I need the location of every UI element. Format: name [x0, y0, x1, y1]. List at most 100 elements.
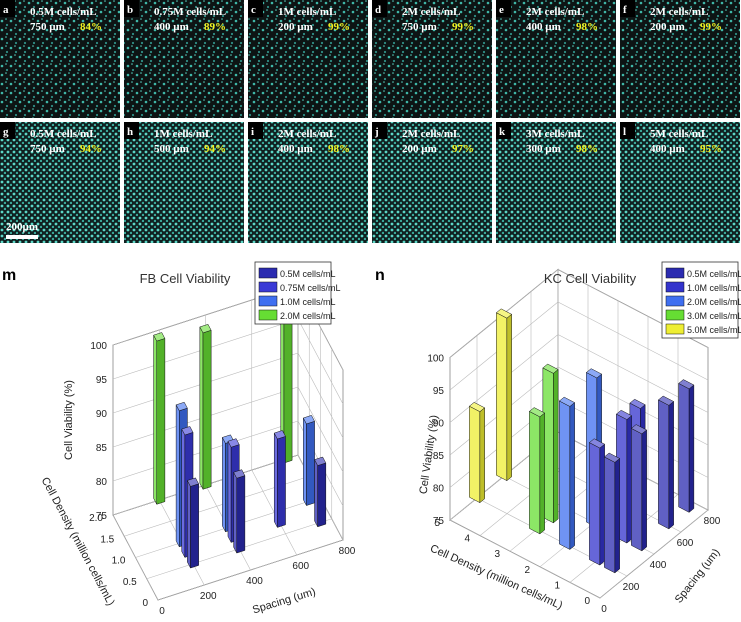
bar-side	[658, 399, 670, 530]
bar-side	[469, 405, 481, 504]
panel-letter: l	[623, 126, 626, 138]
viability-text: 98%	[328, 143, 350, 155]
bar-top	[542, 363, 559, 374]
y-tick-label: 0	[584, 596, 590, 607]
y-tick-label: 0.5	[123, 577, 137, 588]
bar-side	[233, 472, 238, 554]
bar-top	[314, 456, 327, 466]
bar-top	[153, 332, 166, 342]
bar3d-chart: 75 80 85 90 95 100 0 200 400 600 800 0 0.5 1.0 1.5 2.0 m…	[2, 261, 356, 617]
viability-text: 94%	[204, 143, 226, 155]
letter-box	[248, 122, 263, 139]
letter-box	[372, 122, 387, 139]
bar-top	[657, 395, 675, 406]
letter-box	[248, 0, 263, 17]
bar	[153, 332, 166, 505]
x-axis-label: Spacing (um)	[251, 586, 317, 617]
bar-side	[631, 427, 643, 552]
micrograph	[620, 0, 740, 118]
micrograph	[496, 0, 616, 118]
bar-side	[187, 480, 191, 569]
density-text: 5M cells/mL	[650, 128, 708, 140]
bar-front	[190, 483, 199, 569]
bar-top	[233, 469, 246, 479]
legend-label: 2.0M cells/mL	[280, 311, 336, 321]
legend-label: 1.0M cells/mL	[687, 283, 741, 293]
bar-front	[599, 443, 605, 566]
letter-box	[496, 0, 511, 17]
legend-swatch	[665, 267, 685, 279]
panel-letter: h	[127, 126, 133, 138]
bar	[603, 452, 621, 574]
density-text: 0.5M cells/mL	[30, 128, 97, 140]
grid-line	[599, 509, 709, 599]
legend-label: 3.0M cells/mL	[687, 311, 741, 321]
spacing-text: 400 µm	[154, 21, 189, 33]
z-tick-label: 85	[96, 443, 108, 454]
y-tick-label: 2	[524, 565, 530, 576]
bar-front	[202, 329, 212, 490]
scale-bar-label: 200µm	[6, 221, 38, 233]
z-tick-label: 100	[90, 341, 107, 352]
letter-box	[372, 0, 387, 17]
bar-front	[668, 400, 674, 530]
bar-top	[603, 452, 621, 463]
bar-top	[588, 438, 606, 449]
bar-side	[153, 335, 158, 505]
bar	[495, 308, 513, 482]
panel-letter: n	[375, 267, 385, 284]
bar-front	[641, 429, 647, 552]
viability-text: 98%	[576, 143, 598, 155]
z-tick-label: 90	[433, 419, 445, 430]
density-text: 0.75M cells/mL	[154, 6, 226, 18]
bar-top	[528, 407, 546, 418]
z-tick-label: 75	[96, 511, 108, 522]
micrograph	[124, 122, 244, 243]
bar-top	[629, 398, 646, 409]
z-tick-label: 95	[96, 375, 108, 386]
chart-title: FB Cell Viability	[140, 271, 231, 286]
spacing-text: 500 µm	[154, 143, 189, 155]
bar	[678, 379, 695, 513]
micrograph	[248, 122, 368, 243]
spacing-text: 200 µm	[402, 143, 437, 155]
scale-bar	[6, 235, 38, 239]
x-tick-label: 0	[159, 606, 165, 617]
letter-box	[124, 0, 139, 17]
micrograph	[0, 122, 120, 243]
x-tick-label: 800	[704, 516, 721, 527]
panel-letter: m	[2, 267, 16, 284]
letter-box	[0, 122, 15, 139]
density-text: 2M cells/mL	[650, 6, 708, 18]
legend-swatch	[665, 281, 685, 293]
spacing-text: 300 µm	[526, 143, 561, 155]
y-tick-label: 5	[434, 518, 440, 529]
bar-top	[175, 401, 188, 412]
bar-top	[273, 430, 286, 440]
bar	[528, 407, 546, 535]
letter-box	[0, 0, 15, 17]
z-tick-label: 85	[433, 451, 445, 462]
letter-box	[496, 122, 511, 139]
x-tick-label: 400	[650, 560, 667, 571]
y-tick-label: 1	[554, 580, 560, 591]
z-tick-label: 75	[433, 516, 445, 527]
bar-top	[227, 438, 240, 448]
x-tick-label: 600	[677, 538, 694, 549]
y-tick-label: 1.5	[100, 534, 114, 545]
z-tick-label: 80	[433, 484, 445, 495]
panel-letter: a	[3, 4, 9, 16]
bar-side	[303, 417, 307, 506]
z-axis-label: Cell Viability (%)	[63, 380, 75, 460]
x-tick-label: 200	[623, 582, 640, 593]
chart-title: KC Cell Viability	[544, 271, 637, 286]
density-text: 1M cells/mL	[154, 128, 212, 140]
x-tick-label: 400	[246, 576, 263, 587]
viability-text: 99%	[700, 21, 722, 33]
bar-side	[496, 312, 508, 482]
bar-front	[156, 338, 166, 505]
bar-side	[222, 437, 226, 532]
legend-swatch	[258, 281, 278, 293]
bar-front	[539, 412, 545, 535]
